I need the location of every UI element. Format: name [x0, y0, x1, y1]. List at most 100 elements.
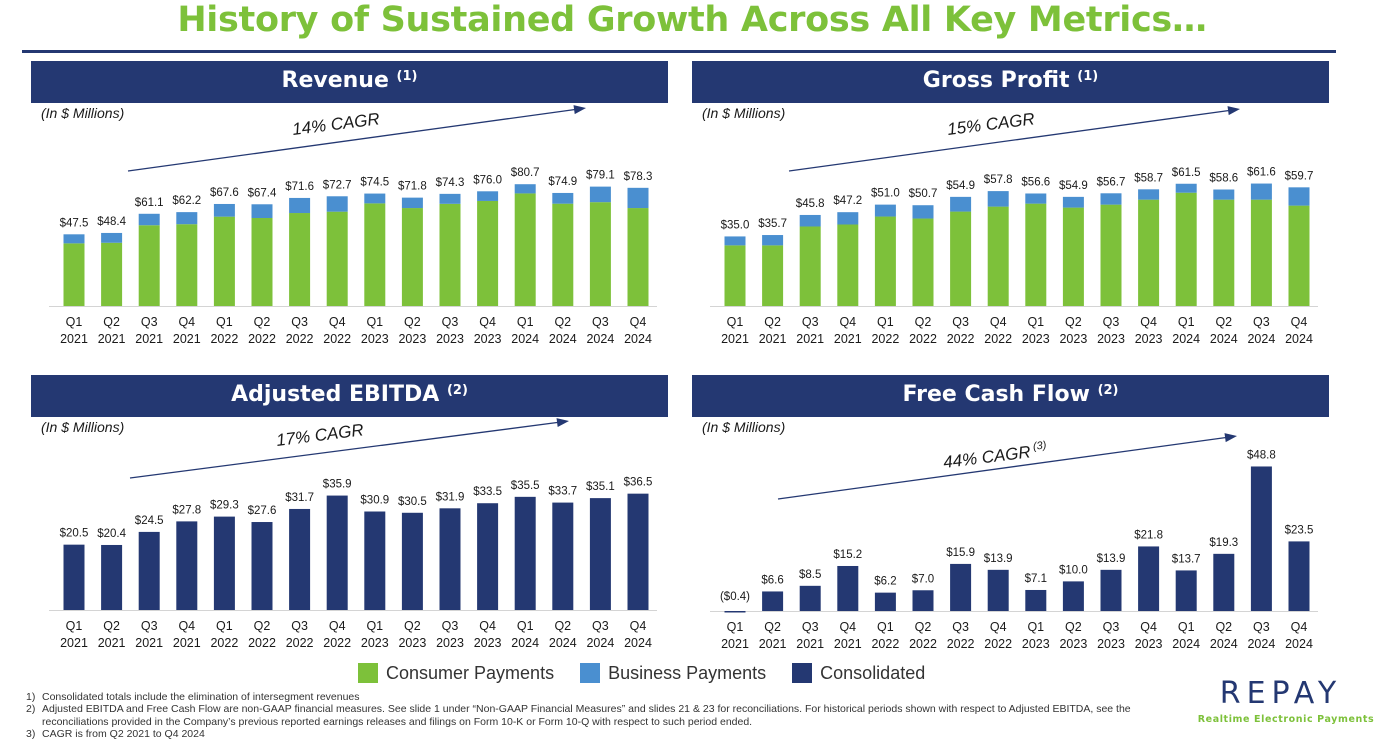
data-label: $67.4 [248, 187, 277, 199]
bar-consumer [1062, 207, 1084, 306]
tick-label: 2024 [1210, 637, 1238, 651]
data-label: $35.1 [586, 481, 615, 493]
bar-business [552, 192, 574, 204]
tick-label: Q2 [764, 315, 781, 329]
data-label: $35.7 [758, 218, 787, 230]
tick-label: 2023 [361, 636, 389, 650]
bar-consolidated [874, 592, 896, 611]
free-cash-flow-panel: Free Cash Flow (2) (In $ Millions) 44% C… [692, 375, 1329, 665]
panel-title-note: (1) [1077, 69, 1099, 84]
data-label: $54.9 [1059, 180, 1088, 192]
cagr-label: 17% CAGR [275, 420, 365, 450]
bar-consolidated [1175, 570, 1197, 611]
tick-label: 2022 [248, 636, 276, 650]
bar-consumer [912, 218, 934, 306]
tick-label: 2021 [834, 637, 862, 651]
tick-label: 2024 [1210, 332, 1238, 346]
tick-label: Q2 [404, 315, 421, 329]
data-label: $74.5 [360, 177, 389, 189]
footnote: 2) Adjusted EBITDA and Free Cash Flow are… [26, 703, 1131, 728]
tick-label: Q2 [1065, 315, 1082, 329]
legend-label: Business Payments [608, 662, 767, 683]
tick-label: Q3 [291, 619, 308, 633]
bar-consolidated [987, 569, 1009, 611]
bar-consumer [514, 193, 536, 306]
cagr-arrow [788, 109, 1230, 172]
legend-item-business: Business Payments [580, 663, 766, 684]
tick-label: 2024 [549, 636, 577, 650]
data-label: $58.7 [1134, 172, 1163, 184]
tick-label: Q4 [990, 620, 1007, 634]
bar-business [514, 184, 536, 194]
tick-label: 2023 [361, 332, 389, 346]
data-label: $48.8 [1247, 449, 1276, 461]
tick-label: 2024 [549, 332, 577, 346]
cagr-label: 15% CAGR [946, 109, 1036, 139]
panel-header: Revenue (1) [31, 61, 668, 103]
bar-consolidated [724, 611, 746, 613]
data-label: $33.7 [548, 486, 577, 498]
data-label: $35.0 [721, 219, 750, 231]
data-label: $79.1 [586, 170, 615, 182]
legend-label: Consolidated [820, 662, 926, 683]
data-label: $78.3 [624, 171, 653, 183]
revenue-chart: 14% CAGR $47.5 Q1 2021 $48.4 Q2 2021 $61.1 Q3 202… [49, 105, 657, 346]
tick-label: 2021 [173, 636, 201, 650]
tick-label: Q3 [1253, 315, 1270, 329]
bar-business [289, 197, 311, 214]
tick-label: 2024 [1285, 637, 1313, 651]
tick-label: 2022 [984, 332, 1012, 346]
tick-label: 2023 [436, 332, 464, 346]
bar-consolidated [1100, 569, 1122, 611]
tick-label: 2021 [721, 332, 749, 346]
bar-business [874, 204, 896, 217]
bar-consumer [63, 243, 85, 306]
cagr-arrowhead [1227, 106, 1240, 116]
data-label: $24.5 [135, 515, 164, 527]
bar-consolidated [1288, 541, 1310, 611]
tick-label: 2022 [286, 332, 314, 346]
tick-label: 2022 [984, 637, 1012, 651]
bar-consumer [401, 208, 423, 306]
bar-consumer [1138, 199, 1160, 306]
tick-label: 2022 [323, 332, 351, 346]
bar-business [138, 213, 160, 226]
tick-label: 2021 [796, 332, 824, 346]
bar-consumer [1175, 192, 1197, 306]
bar-consumer [724, 245, 746, 306]
tick-label: Q4 [630, 315, 647, 329]
tick-label: 2023 [1135, 332, 1163, 346]
bar-consumer [364, 203, 386, 306]
data-label: $62.2 [172, 195, 201, 207]
tick-label: Q3 [291, 315, 308, 329]
data-label: $50.7 [909, 188, 938, 200]
tick-label: 2023 [398, 332, 426, 346]
data-label: $47.5 [60, 217, 89, 229]
bar-consolidated [101, 544, 123, 610]
tick-label: 2023 [1022, 332, 1050, 346]
tick-label: Q2 [404, 619, 421, 633]
legend: Consumer Payments Business Payments Cons… [358, 661, 951, 685]
tick-label: Q2 [1065, 620, 1082, 634]
tick-label: 2022 [248, 332, 276, 346]
tick-label: Q1 [517, 619, 534, 633]
panel-title: Revenue [281, 68, 389, 93]
footnote: 1) Consolidated totals include the elimin… [26, 691, 360, 703]
bar-consumer [251, 218, 273, 306]
tick-label: Q3 [1103, 620, 1120, 634]
legend-item-consumer: Consumer Payments [358, 663, 554, 684]
tick-label: 2024 [511, 636, 539, 650]
bar-business [439, 193, 461, 204]
tick-label: Q4 [839, 315, 856, 329]
bar-business [1100, 193, 1122, 205]
bar-consumer [101, 242, 123, 306]
data-label: $6.6 [761, 574, 783, 586]
data-label: $61.1 [135, 197, 164, 209]
tick-label: 2021 [98, 636, 126, 650]
bar-business [762, 235, 784, 246]
tick-label: 2024 [624, 332, 652, 346]
panel-title-note: (2) [446, 383, 468, 398]
bar-consumer [1213, 199, 1235, 306]
tick-label: Q4 [990, 315, 1007, 329]
bar-consolidated [837, 565, 859, 611]
